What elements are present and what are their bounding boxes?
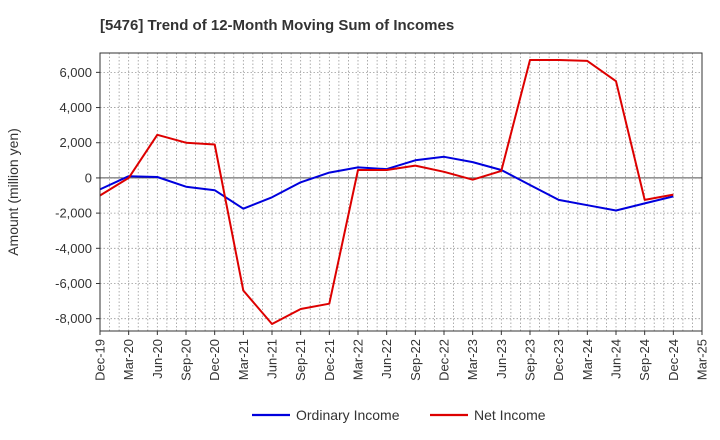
x-tick-label: Mar-22 [351,339,366,380]
y-tick-label: -8,000 [55,311,92,326]
y-tick-label: -2,000 [55,206,92,221]
x-tick-label: Jun-20 [150,339,165,379]
y-tick-label: 0 [85,170,92,185]
x-tick-label: Jun-24 [609,339,624,379]
x-axis-ticks: Dec-19 Mar-20 Jun-20 Sep-20 Dec-20 Mar-21 Jun-… [93,331,710,381]
y-tick-label: 4,000 [59,100,92,115]
x-tick-label: Dec-23 [551,339,566,381]
x-tick-label: Dec-19 [93,339,108,381]
plot-frame [99,52,703,332]
x-tick-label: Sep-20 [179,339,194,381]
legend-label-ordinary-income: Ordinary Income [296,407,400,423]
y-tick-label: -6,000 [55,276,92,291]
y-axis-ticks: 6,000 4,000 2,000 0 -2,000 -4,000 -6,000 -8,000 [55,65,100,326]
chart-title: [5476] Trend of 12-Month Moving Sum of I… [100,17,454,34]
legend: Ordinary Income Net Income [252,407,546,423]
x-tick-label: Dec-22 [437,339,452,381]
x-tick-label: Dec-20 [207,339,222,381]
y-tick-label: -4,000 [55,241,92,256]
series-line-net-income [99,59,674,325]
x-tick-label: Mar-23 [465,339,480,380]
x-tick-label: Jun-22 [379,339,394,379]
plot-frame-layer [99,52,703,332]
x-tick-label: Mar-25 [695,339,710,380]
legend-label-net-income: Net Income [474,407,546,423]
x-tick-label: Jun-23 [494,339,509,379]
x-tick-label: Dec-24 [666,339,681,381]
x-tick-label: Sep-21 [293,339,308,381]
x-tick-label: Sep-23 [523,339,538,381]
x-tick-label: Mar-24 [580,339,595,380]
y-axis-label: Amount (million yen) [5,128,21,256]
grid [100,53,702,331]
series-layer [99,59,674,325]
x-tick-label: Sep-24 [637,339,652,381]
x-tick-label: Mar-20 [121,339,136,380]
y-tick-label: 2,000 [59,135,92,150]
x-tick-label: Dec-21 [322,339,337,381]
x-tick-label: Sep-22 [408,339,423,381]
x-tick-label: Mar-21 [236,339,251,380]
y-tick-label: 6,000 [59,65,92,80]
x-tick-label: Jun-21 [265,339,280,379]
